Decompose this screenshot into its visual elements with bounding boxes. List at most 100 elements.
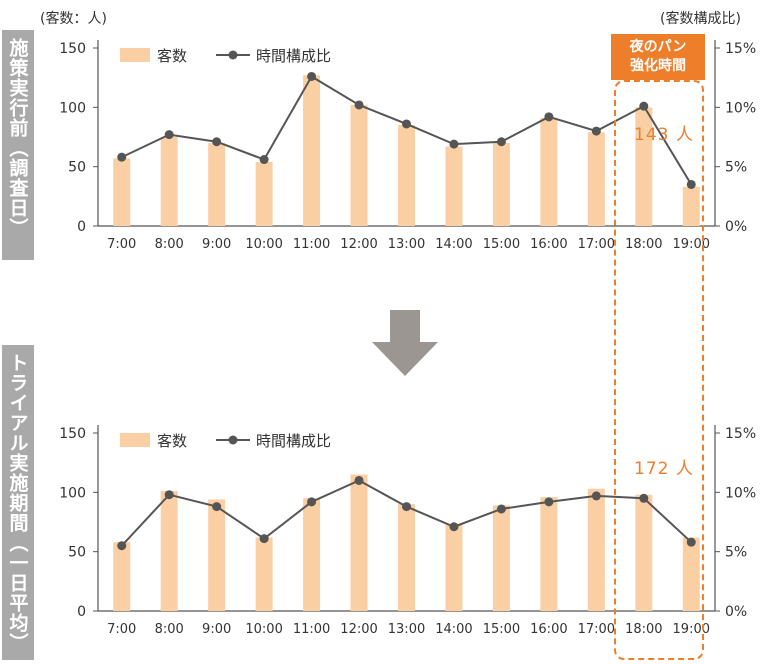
top-legend-bar-swatch: [120, 48, 150, 62]
bottom-left-tick-label: 150: [59, 426, 86, 442]
top-ratio-point: [544, 112, 554, 122]
top-ratio-point: [212, 137, 222, 147]
top-bar: [303, 75, 321, 226]
bottom-bar: [682, 537, 700, 611]
bottom-ratio-point: [544, 497, 554, 507]
bottom-ratio-point: [307, 497, 317, 507]
bottom-x-tick-label: 17:00: [578, 622, 615, 637]
top-left-tick-label: 50: [68, 160, 86, 176]
top-ratio-point: [496, 137, 506, 147]
bottom-bar: [208, 499, 226, 611]
bottom-bar: [303, 498, 321, 611]
bottom-bar: [398, 504, 415, 611]
top-chart-group: 0 50 100 150 0% 5% 10% 15% 7:00 8:00 9:00 10:00 11:0…: [59, 40, 756, 252]
bottom-bar: [492, 505, 510, 611]
top-legend-bar-label: 客数: [157, 47, 187, 65]
top-x-tick-label: 19:00: [673, 237, 710, 252]
top-ratio-point: [117, 152, 127, 162]
top-x-tick-label: 8:00: [155, 237, 184, 252]
bottom-ratio-point: [402, 502, 411, 512]
top-bar: [255, 161, 273, 226]
bottom-x-tick-label: 14:00: [435, 622, 472, 637]
top-left-tick-label: 150: [59, 41, 86, 57]
bottom-bar: [587, 488, 605, 611]
top-bar: [682, 186, 700, 226]
bottom-total-label: 172 人: [634, 459, 694, 479]
top-bar: [398, 125, 415, 226]
top-x-tick-label: 14:00: [435, 237, 472, 252]
right-unit-label: (客数構成比): [660, 11, 741, 27]
bottom-chart-group: 0 50 100 150 0% 5% 10% 15% 7:00 8:00 9:00 10:00 11:0…: [59, 425, 756, 637]
bottom-ratio-point: [117, 541, 127, 551]
callout-line2: 強化時間: [630, 58, 686, 74]
top-legend-line-dot: [228, 50, 238, 60]
top-total-label: 143 人: [634, 125, 694, 145]
bottom-ratio-point: [164, 490, 174, 500]
top-x-tick-label: 15:00: [483, 237, 520, 252]
top-bar: [160, 137, 178, 226]
bottom-x-tick-label: 8:00: [155, 622, 184, 637]
top-ratio-point: [639, 101, 649, 111]
bottom-right-tick-label: 5%: [725, 545, 747, 561]
top-right-tick-label: 5%: [725, 160, 747, 176]
bottom-left-tick-label: 0: [77, 604, 86, 620]
bottom-legend-bar-swatch: [120, 433, 150, 447]
top-bar: [540, 118, 558, 226]
bottom-bar: [113, 542, 131, 611]
top-right-tick-label: 10%: [725, 100, 756, 116]
top-x-tick-label: 11:00: [293, 237, 330, 252]
bottom-x-tick-label: 11:00: [293, 622, 330, 637]
top-x-tick-label: 12:00: [340, 237, 377, 252]
top-ratio-point: [686, 179, 696, 189]
bottom-left-tick-label: 50: [68, 545, 86, 561]
bottom-bar: [445, 524, 463, 611]
top-ratio-point: [164, 130, 174, 140]
bottom-ratio-point: [591, 491, 601, 501]
bottom-ratio-point: [354, 475, 364, 485]
top-bar: [350, 104, 368, 226]
top-legend-line-label: 時間構成比: [256, 47, 331, 65]
bottom-ratio-point: [496, 504, 506, 514]
top-side-label-text: 施策実行前（調査日）: [6, 38, 29, 238]
top-left-tick-label: 100: [59, 100, 86, 116]
bottom-x-tick-label: 7:00: [107, 622, 136, 637]
top-x-tick-label: 10:00: [245, 237, 282, 252]
bottom-ratio-point: [686, 537, 696, 547]
highlight-dashed-box: [614, 80, 704, 660]
bottom-right-tick-label: 0%: [725, 604, 747, 620]
bottom-bar: [160, 491, 178, 611]
top-x-tick-label: 18:00: [625, 237, 662, 252]
top-ratio-point: [402, 119, 411, 129]
top-ratio-point: [259, 155, 269, 165]
bottom-x-tick-label: 18:00: [625, 622, 662, 637]
top-right-tick-label: 0%: [725, 219, 747, 235]
top-left-tick-label: 0: [77, 219, 86, 235]
down-arrow-icon: [372, 310, 438, 376]
top-x-tick-label: 16:00: [530, 237, 567, 252]
top-bar: [208, 142, 226, 226]
callout-line1: 夜のパン: [629, 39, 687, 55]
top-bar: [635, 107, 653, 226]
left-unit-label: (客数：人): [40, 11, 107, 27]
bottom-legend-line-dot: [228, 435, 238, 445]
bottom-bar: [255, 537, 273, 611]
bottom-x-tick-label: 10:00: [245, 622, 282, 637]
top-bar: [492, 142, 510, 226]
top-ratio-point: [591, 126, 601, 136]
top-x-tick-label: 7:00: [107, 237, 136, 252]
bottom-x-tick-label: 13:00: [388, 622, 425, 637]
bottom-legend-bar-label: 客数: [157, 432, 187, 450]
bottom-legend-line-label: 時間構成比: [256, 432, 331, 450]
top-side-label: 施策実行前（調査日）: [2, 30, 34, 260]
bottom-ratio-point: [212, 502, 222, 512]
top-ratio-point: [307, 71, 317, 81]
top-ratio-point: [449, 139, 459, 149]
night-bread-callout: 夜のパン 強化時間: [611, 34, 705, 80]
bottom-x-tick-label: 19:00: [673, 622, 710, 637]
bottom-x-tick-label: 9:00: [202, 622, 231, 637]
bottom-left-tick-label: 100: [59, 485, 86, 501]
top-ratio-point: [354, 100, 364, 110]
bottom-x-tick-label: 12:00: [340, 622, 377, 637]
bottom-x-tick-label: 16:00: [530, 622, 567, 637]
